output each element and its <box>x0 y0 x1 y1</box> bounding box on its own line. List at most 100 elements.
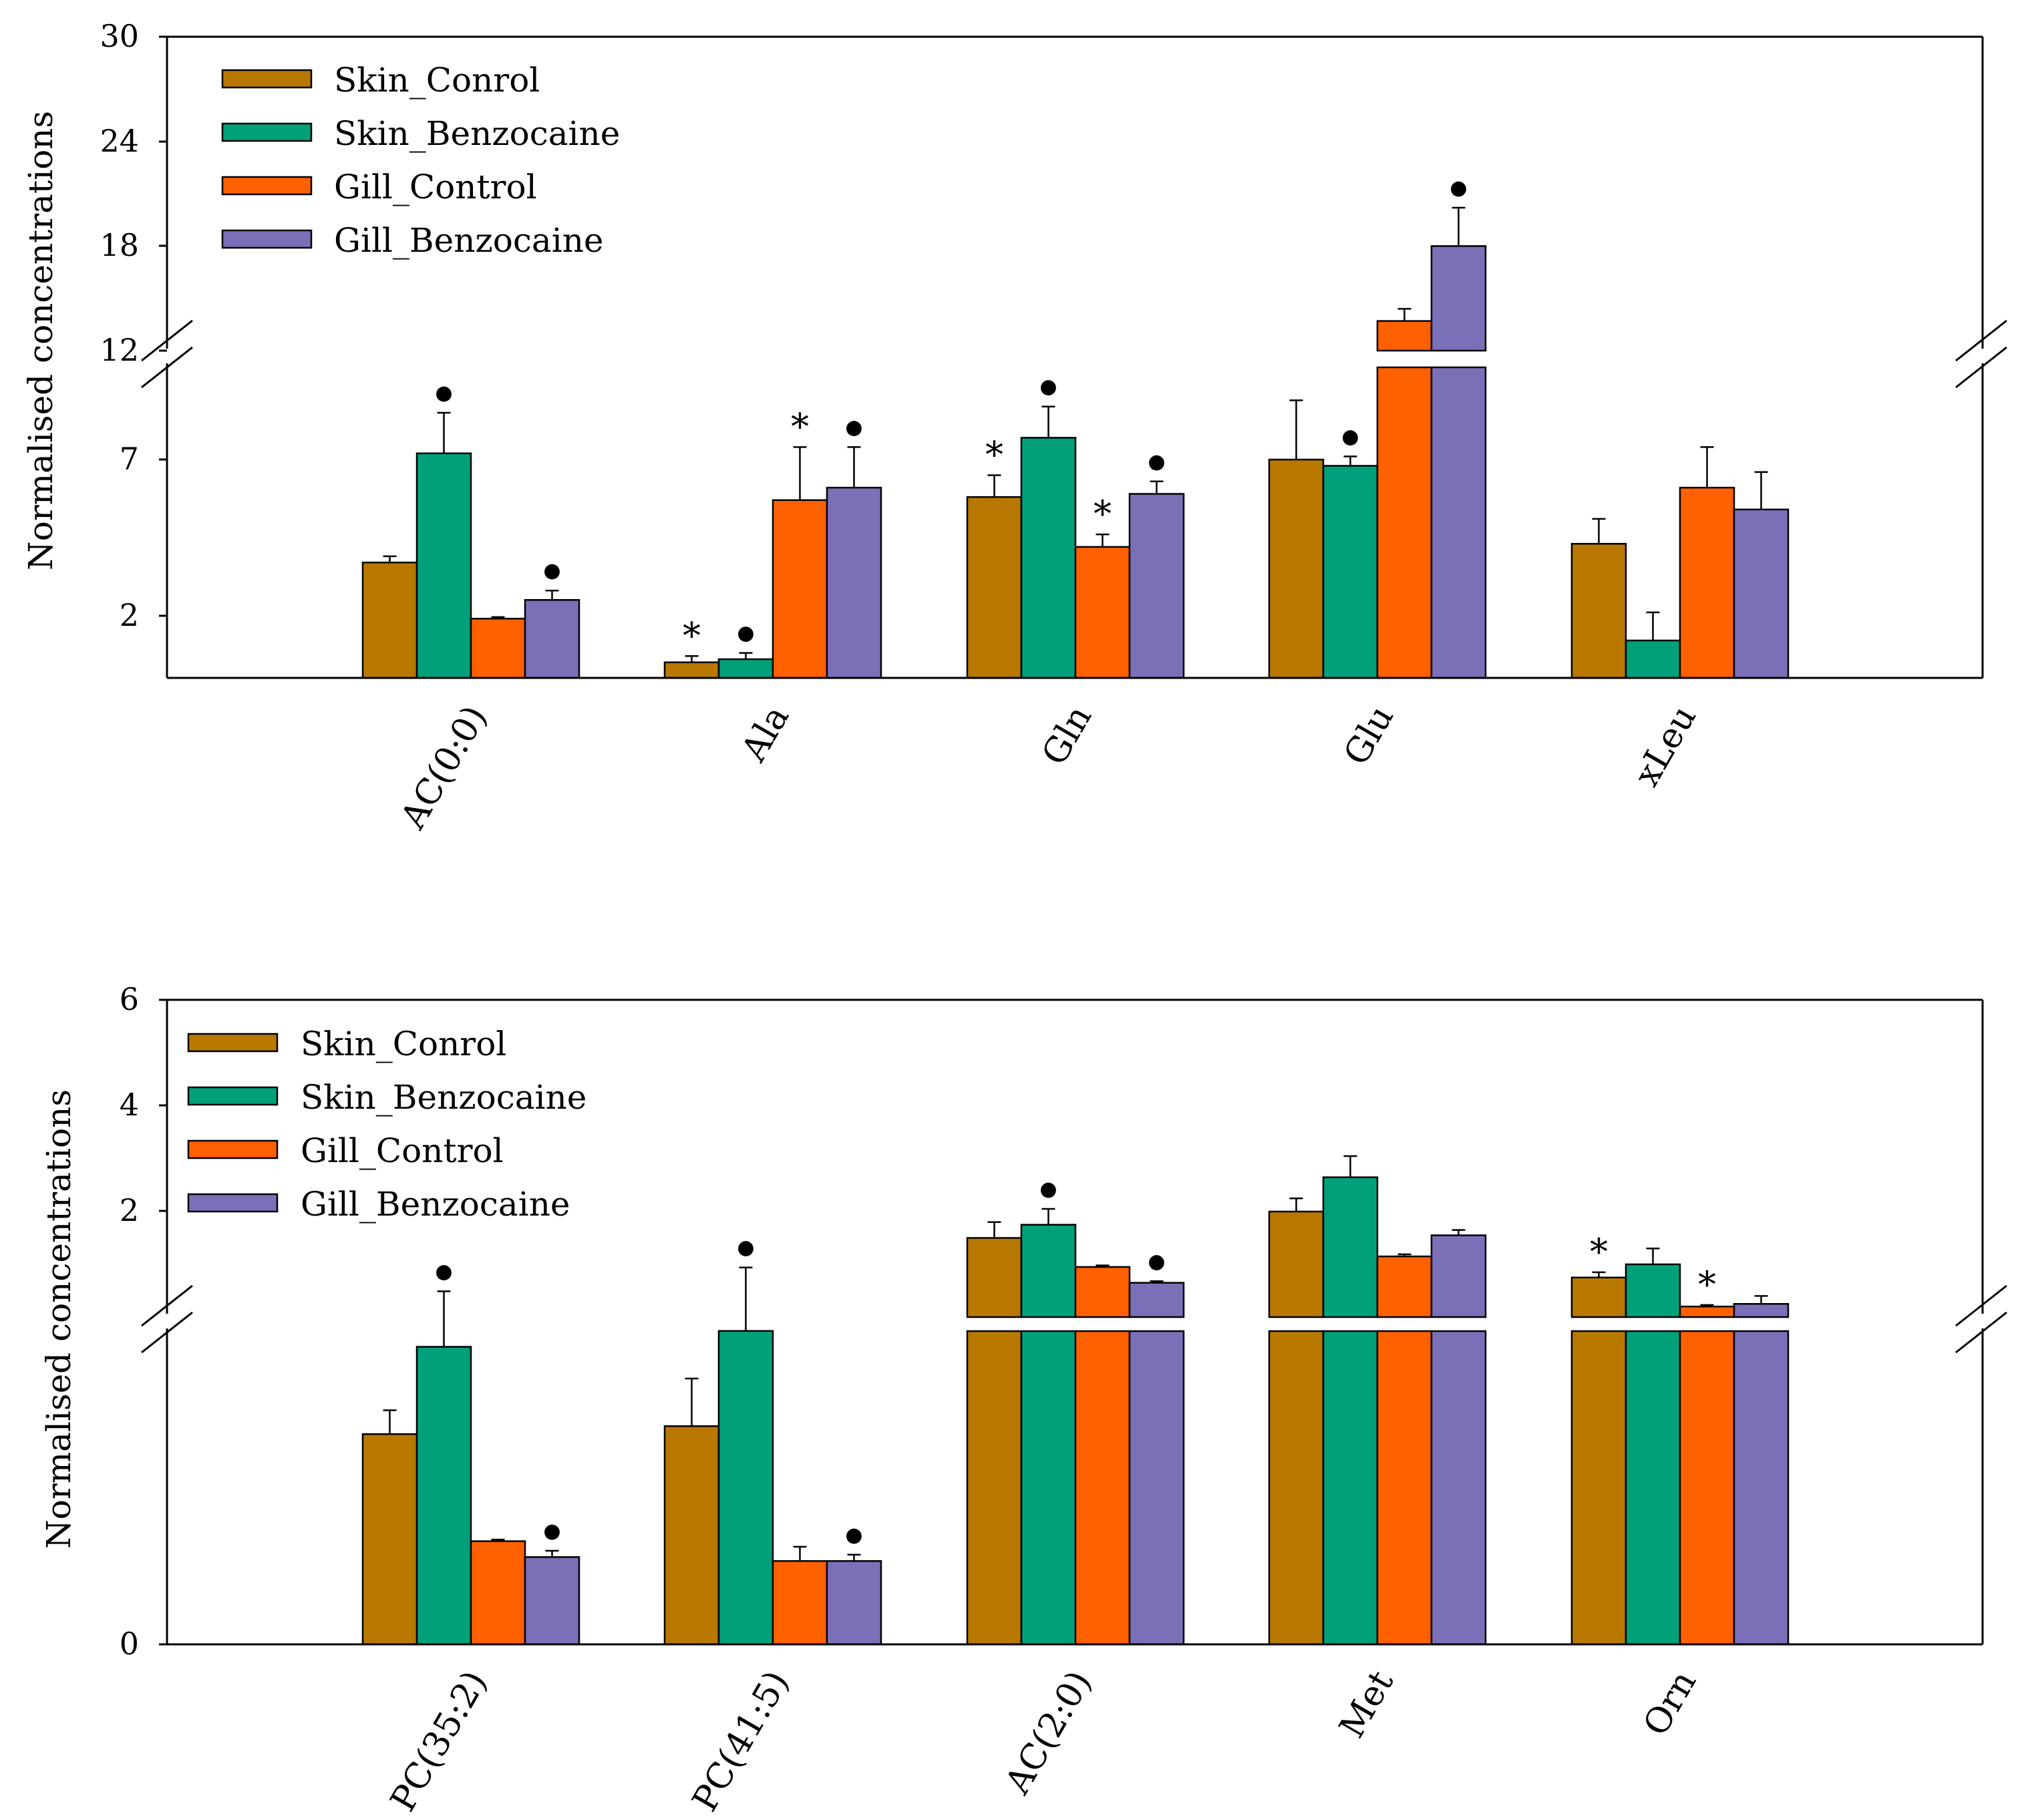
bottom-panel: ● ● ● ● ● ● * * 6 4 2 0 Normalised concentratio… <box>39 981 2007 1819</box>
bottom-x-label: Met <box>1332 1664 1401 1745</box>
top-ytick-label: 12 <box>100 332 139 368</box>
top-bar-gill-control <box>772 499 828 679</box>
top-panel: ● ● * ● * ● * ● * ● ● ● 30 24 18 12 7 2 Normalised … <box>21 18 2007 836</box>
bottom-x-label: PC(41:5) <box>685 1664 797 1817</box>
bottom-bar-gill-control-segment <box>1376 1255 1433 1318</box>
top-bar-gill-benzocaine <box>1733 508 1790 679</box>
bottom-bar-skin-control <box>1570 1330 1627 1646</box>
top-bar-skin-control <box>361 561 418 679</box>
bottom-bar-gill-control <box>1376 1330 1433 1646</box>
bottom-bar-skin-benzocaine <box>1625 1330 1681 1646</box>
top-x-label: Glu <box>1336 699 1401 772</box>
bottom-ytick-label: 4 <box>120 1087 139 1123</box>
bottom-legend-label-skin-control: Skin_Conrol <box>301 1025 506 1063</box>
top-x-label: Ala <box>733 699 797 769</box>
bottom-bar-skin-control <box>361 1433 418 1646</box>
top-bar-gill-benzocaine <box>1128 493 1185 679</box>
significance-asterisk: * <box>985 433 1003 476</box>
top-legend-label-gill-control: Gill_Control <box>334 168 537 206</box>
bottom-bar-skin-benzocaine <box>717 1330 774 1646</box>
bottom-annotations: ● ● ● ● ● ● * * <box>435 1177 1716 1547</box>
bottom-y-axis-label: Normalised concentrations <box>39 1089 78 1549</box>
top-break-right-mark-2 <box>1955 346 2007 389</box>
top-bar-gill-benzocaine-segment <box>1430 245 1487 352</box>
bottom-bar-skin-benzocaine-segment <box>1322 1176 1379 1318</box>
top-y-axis-label: Normalised concentrations <box>21 111 60 570</box>
bottom-bar-gill-benzocaine-segment <box>1430 1234 1487 1318</box>
bottom-bar-skin-benzocaine-segment <box>1625 1263 1681 1318</box>
bottom-legend-label-skin-benzocaine: Skin_Benzocaine <box>301 1078 586 1117</box>
significance-dot: ● <box>845 415 862 439</box>
bottom-bar-skin-control-segment <box>966 1237 1023 1318</box>
top-y-ticks: 30 24 18 12 7 2 <box>100 18 167 633</box>
top-bar-skin-benzocaine <box>1625 639 1681 679</box>
significance-dot: ● <box>1450 176 1467 200</box>
bottom-bar-gill-control <box>1074 1330 1131 1646</box>
significance-dot: ● <box>1341 425 1359 448</box>
bottom-bars <box>361 1155 1790 1646</box>
significance-dot: ● <box>1148 1250 1165 1273</box>
bottom-x-label: Orn <box>1636 1664 1704 1743</box>
top-bar-skin-control <box>663 661 720 679</box>
top-ytick-label: 18 <box>100 227 139 263</box>
bottom-x-labels: PC(35:2) PC(41:5) AC(2:0) Met Orn <box>383 1664 1704 1818</box>
top-legend-label-skin-control: Skin_Conrol <box>334 61 540 100</box>
bottom-bar-gill-control-segment <box>1679 1305 1735 1318</box>
top-bars <box>361 206 1790 679</box>
top-bar-skin-benzocaine <box>1020 437 1077 679</box>
bottom-bar-gill-benzocaine <box>1128 1330 1185 1646</box>
top-legend-label-skin-benzocaine: Skin_Benzocaine <box>334 114 620 153</box>
top-bar-skin-control <box>1268 458 1325 679</box>
bottom-bar-gill-benzocaine-segment <box>1128 1282 1185 1318</box>
top-bar-gill-control <box>1074 546 1131 679</box>
bottom-legend-swatch-gill-benzocaine <box>187 1193 279 1213</box>
bottom-ytick-label: 6 <box>120 981 139 1017</box>
top-bar-skin-control <box>966 496 1023 679</box>
significance-dot: ● <box>1039 375 1057 399</box>
significance-dot: ● <box>1039 1177 1057 1201</box>
top-bar-skin-benzocaine <box>1322 465 1379 679</box>
bottom-bar-gill-benzocaine <box>1430 1330 1487 1646</box>
top-ytick-label: 7 <box>120 441 139 477</box>
significance-dot: ● <box>737 622 754 645</box>
significance-dot: ● <box>435 381 452 405</box>
bottom-ytick-label: 2 <box>120 1192 139 1228</box>
top-legend-swatch-gill-benzocaine <box>221 229 313 249</box>
bottom-bar-skin-control <box>1268 1330 1325 1646</box>
bottom-bar-gill-benzocaine <box>524 1556 580 1646</box>
significance-dot: ● <box>845 1523 862 1547</box>
significance-asterisk: * <box>1093 493 1112 535</box>
top-x-label: AC(0:0) <box>393 699 495 836</box>
bottom-break-right-mark-2 <box>1955 1311 2007 1354</box>
bottom-bar-skin-control-segment <box>1570 1276 1627 1318</box>
significance-asterisk: * <box>1698 1264 1716 1306</box>
top-break-left-mark-2 <box>141 346 193 389</box>
bottom-bar-skin-benzocaine <box>1322 1330 1379 1646</box>
bottom-bar-gill-benzocaine <box>826 1560 882 1646</box>
top-legend-label-gill-benzocaine: Gill_Benzocaine <box>334 221 604 260</box>
bottom-bar-gill-benzocaine-segment <box>1733 1303 1790 1318</box>
top-legend-swatch-skin-benzocaine <box>221 122 313 142</box>
bottom-y-ticks: 6 4 2 0 <box>120 981 167 1662</box>
significance-dot: ● <box>435 1260 452 1283</box>
significance-dot: ● <box>737 1236 754 1260</box>
significance-dot: ● <box>543 1519 560 1543</box>
significance-asterisk: * <box>683 614 701 657</box>
top-x-labels: AC(0:0) Ala Gln Glu xLeu <box>393 699 1704 836</box>
top-break-right-mark-1 <box>1955 319 2007 362</box>
bottom-break-left-mark-1 <box>141 1284 193 1327</box>
bottom-ytick-label: 0 <box>120 1626 139 1662</box>
bottom-bar-skin-control-segment <box>1268 1210 1325 1318</box>
top-ytick-label: 24 <box>100 123 139 159</box>
top-x-label: xLeu <box>1627 699 1704 793</box>
top-bar-gill-control <box>470 618 526 679</box>
bottom-bar-skin-benzocaine <box>1020 1330 1077 1646</box>
bottom-legend-swatch-skin-benzocaine <box>187 1086 279 1106</box>
significance-dot: ● <box>1148 450 1165 474</box>
bottom-legend-swatch-skin-control <box>187 1033 279 1053</box>
top-break-left-mark-1 <box>141 319 193 362</box>
top-bar-gill-control <box>1376 366 1433 679</box>
bottom-x-label: PC(35:2) <box>383 1664 495 1817</box>
